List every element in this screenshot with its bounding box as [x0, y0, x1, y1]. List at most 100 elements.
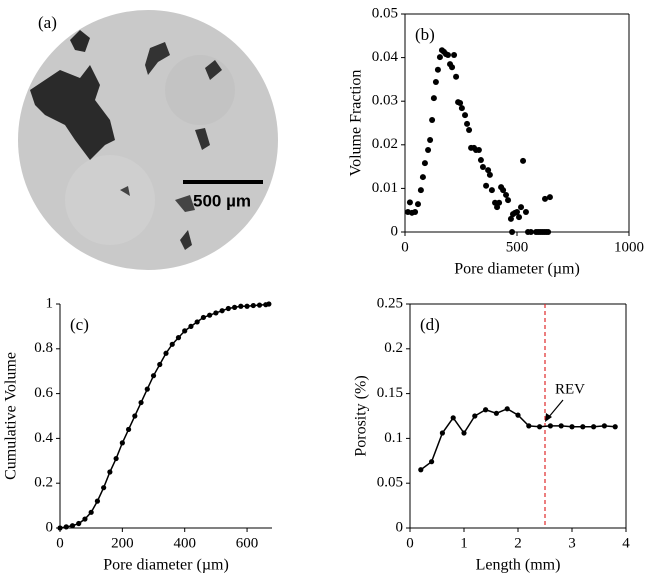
y-tick-label: 0.05 — [372, 5, 398, 21]
y-tick-label: 0.15 — [377, 385, 403, 401]
y-tick-label: 0.6 — [34, 385, 53, 401]
line-point — [238, 303, 244, 309]
scatter-point — [522, 208, 529, 215]
scatter-point — [425, 147, 432, 154]
x-tick-label: 2 — [514, 535, 522, 551]
line-point — [138, 399, 144, 406]
panel-label: (a) — [38, 13, 57, 32]
x-axis-label: Length (mm) — [476, 557, 561, 574]
scatter-point — [514, 208, 520, 215]
annotation: REV — [555, 381, 585, 397]
line-point — [119, 440, 125, 446]
line-point — [537, 424, 543, 430]
line-point — [101, 485, 107, 491]
line-point — [547, 423, 554, 429]
pore — [180, 230, 192, 250]
scatter-point — [500, 187, 507, 194]
line-point — [450, 415, 456, 421]
pore — [70, 30, 90, 52]
line-point — [266, 301, 272, 307]
x-tick-label: 4 — [622, 535, 630, 551]
micrograph: (a) 500 µm — [18, 10, 278, 270]
scatter-point — [545, 229, 552, 235]
annotation-arrow — [547, 399, 564, 419]
scatter-point — [466, 126, 473, 133]
scatter-point — [483, 182, 490, 189]
scatter-point — [417, 187, 424, 194]
y-tick-label: 0 — [46, 519, 54, 535]
line-point — [612, 424, 618, 430]
line-point — [569, 424, 575, 430]
x-tick-label: 400 — [173, 535, 196, 551]
scatter-point — [414, 201, 421, 208]
scatter-point — [451, 51, 458, 58]
panel-label: (d) — [420, 315, 440, 334]
line-point — [601, 423, 608, 429]
y-axis-label: Porosity (%) — [353, 375, 370, 456]
scatter-point — [520, 157, 527, 164]
scatter-point — [462, 112, 469, 119]
line-point — [244, 303, 250, 309]
line-point — [461, 430, 467, 436]
line-point — [169, 341, 175, 347]
scatter-point — [445, 51, 452, 58]
scatter-point — [436, 54, 443, 61]
line-point — [182, 328, 188, 334]
pore — [205, 60, 222, 80]
line-point — [580, 424, 586, 430]
scatter-point — [430, 95, 437, 102]
line-point — [256, 302, 263, 308]
scatter-point — [496, 199, 503, 206]
scatter-point — [516, 214, 523, 221]
texture — [165, 55, 235, 125]
line-point — [88, 509, 94, 515]
line-point — [163, 350, 169, 356]
line-point — [493, 410, 499, 416]
line-point — [225, 305, 231, 312]
line-point — [219, 308, 225, 314]
pore — [120, 186, 130, 196]
line-point — [194, 319, 200, 325]
scatter-point — [509, 229, 516, 235]
scatter-point — [429, 116, 436, 123]
y-tick-label: 0.8 — [34, 340, 53, 356]
line-point — [483, 407, 489, 413]
y-tick-label: 0.4 — [34, 430, 53, 446]
scatter-point — [546, 194, 553, 201]
line-point — [175, 335, 182, 341]
x-tick-label: 1 — [460, 535, 468, 551]
y-axis-label: Cumulative Volume — [3, 352, 20, 480]
line-point — [157, 361, 163, 368]
line-point — [439, 430, 445, 436]
line-point — [125, 426, 132, 433]
scatter-point — [486, 171, 493, 178]
scatter-point — [427, 137, 434, 144]
line-point — [76, 520, 82, 527]
scatter-point — [477, 157, 484, 164]
panel-label: (b) — [415, 25, 435, 44]
x-tick-label: 0 — [401, 239, 409, 255]
line-point — [57, 525, 63, 531]
line-point — [69, 523, 76, 529]
line-point — [250, 302, 256, 309]
scatter-point — [518, 204, 525, 211]
y-tick-label: 0.25 — [377, 295, 403, 311]
line-point — [515, 412, 521, 418]
scatter-point — [505, 197, 512, 204]
scatter-point — [406, 199, 413, 206]
panel-label: (c) — [70, 315, 89, 334]
scatter-point — [453, 73, 460, 80]
scatter-point — [507, 215, 514, 222]
scale-bar-label: 500 µm — [193, 191, 251, 210]
y-tick-label: 0.03 — [372, 93, 398, 109]
data-line — [420, 407, 616, 471]
scatter-point — [432, 79, 439, 86]
line-point — [107, 469, 113, 475]
line-point — [144, 386, 150, 392]
scatter-point — [527, 229, 534, 235]
scatter-point — [464, 120, 471, 127]
y-tick-label: 0.04 — [372, 49, 399, 65]
scatter-point — [485, 167, 492, 174]
y-tick-label: 0.02 — [372, 136, 398, 152]
y-tick-label: 0.2 — [384, 340, 403, 356]
